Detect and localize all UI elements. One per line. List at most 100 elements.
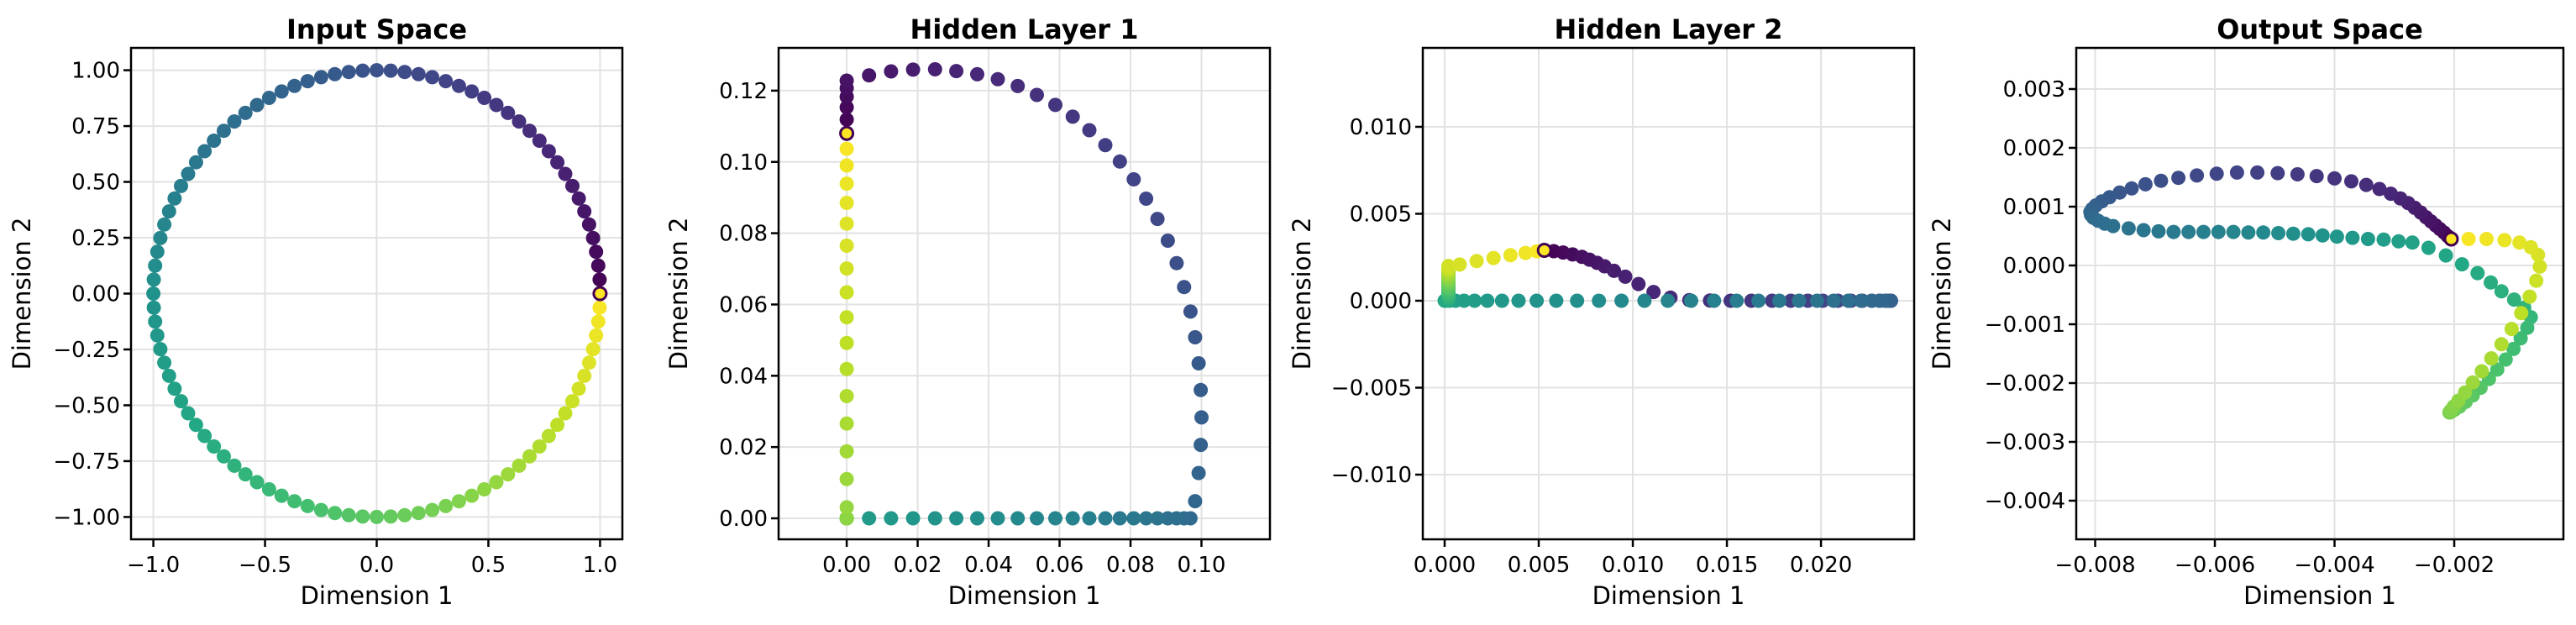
y-tick-label: 0.08 [719,222,768,247]
scatter-point [1467,293,1482,308]
scatter-point [355,63,370,78]
scatter-point [181,166,196,181]
scatter-point [451,494,466,509]
scatter-point [862,511,877,526]
scatter-point [2384,186,2398,202]
scatter-point [1188,330,1203,344]
scatter-point [1441,259,1456,274]
scatter-point [2391,234,2406,249]
scatter-point [489,475,504,490]
scatter-point [188,418,203,433]
scatter-point [370,509,384,524]
scatter-point [2151,223,2166,239]
scatter-point [839,389,854,403]
scatter-point [489,97,504,113]
y-tick-label: 1.00 [71,59,120,84]
scatter-point [227,458,242,473]
scatter-point [2309,169,2324,184]
scatter-point [188,155,203,170]
scatter-point [287,78,302,93]
scatter-point [1183,304,1198,319]
scatter-point [1150,511,1165,526]
scatter-point [1126,172,1141,186]
scatter-point [884,64,899,79]
scatter-point [355,509,370,524]
scatter-point [1618,269,1633,284]
scatter-point [1826,293,1841,308]
panel-title: Output Space [2217,13,2423,45]
scatter-point [2532,259,2547,274]
scatter-point [438,74,454,89]
scatter-point [161,204,176,219]
scatter-point [1772,293,1787,308]
y-axis-label: Dimension 2 [1928,218,1956,370]
scatter-point [197,144,212,159]
scatter-point [1511,293,1526,308]
y-tick-label: −0.25 [53,338,120,363]
scatter-point [590,258,606,273]
x-tick-label: 0.00 [822,553,871,578]
scatter-point [970,511,984,526]
scatter-point [207,134,222,148]
scatter-point [174,178,188,193]
scatter-point [1469,254,1484,269]
y-tick-label: 0.12 [719,79,768,104]
scatter-point [2250,165,2265,180]
scatter-point [1529,293,1545,308]
scatter-point [2121,221,2136,236]
scatter-point [2171,171,2186,186]
scatter-point [512,458,527,473]
scatter-point [1030,87,1044,102]
scatter-point [2479,232,2494,246]
scatter-point [181,406,196,421]
scatter-point [905,511,921,526]
scatter-point [565,394,580,409]
scatter-point [1139,511,1154,526]
scatter-point [522,449,537,464]
scatter-point [2154,173,2169,188]
scatter-point [839,310,854,325]
y-tick-label: −0.010 [1331,463,1412,488]
y-tick-label: 0.001 [2003,195,2065,220]
scatter-point [1010,78,1026,93]
scatter-point [425,502,440,517]
y-axis-label: Dimension 2 [664,218,693,370]
scatter-point [2344,174,2358,189]
scatter-point [2438,248,2453,263]
scatter-point [1126,511,1141,526]
scatter-point [1191,356,1206,370]
y-tick-label: −0.005 [1331,376,1412,401]
y-tick-label: 0.000 [2003,254,2065,279]
scatter-point [2513,331,2528,346]
scatter-point [501,105,516,120]
scatter-point [2465,375,2480,390]
scatter-point [2421,240,2436,255]
y-tick-label: −0.001 [1985,312,2065,338]
x-tick-label: 0.005 [1508,553,1570,578]
scatter-point [839,100,854,115]
y-tick-label: −0.50 [53,393,120,418]
scatter-point [839,176,854,192]
scatter-point [1631,276,1646,291]
scatter-point [2512,235,2527,250]
scatter-point [287,494,302,509]
scatter-point [592,272,607,287]
scatter-point [2454,257,2469,272]
scatter-point [839,73,854,88]
scatter-point [532,134,547,148]
scatter-point [150,328,165,343]
scatter-point [146,272,161,287]
x-tick-label: 0.010 [1602,553,1664,578]
scatter-point [1112,511,1127,526]
scatter-point [1792,293,1807,308]
scatter-point [1637,293,1652,308]
scatter-point [1570,293,1585,308]
scatter-point [839,261,854,276]
y-tick-label: 0.00 [719,507,768,532]
y-axis-label: Dimension 2 [1288,218,1316,370]
scatter-point [1112,154,1127,169]
scatter-point [2470,265,2485,281]
scatter-point [300,74,315,89]
scatter-point [590,314,606,329]
scatter-point [839,416,854,431]
